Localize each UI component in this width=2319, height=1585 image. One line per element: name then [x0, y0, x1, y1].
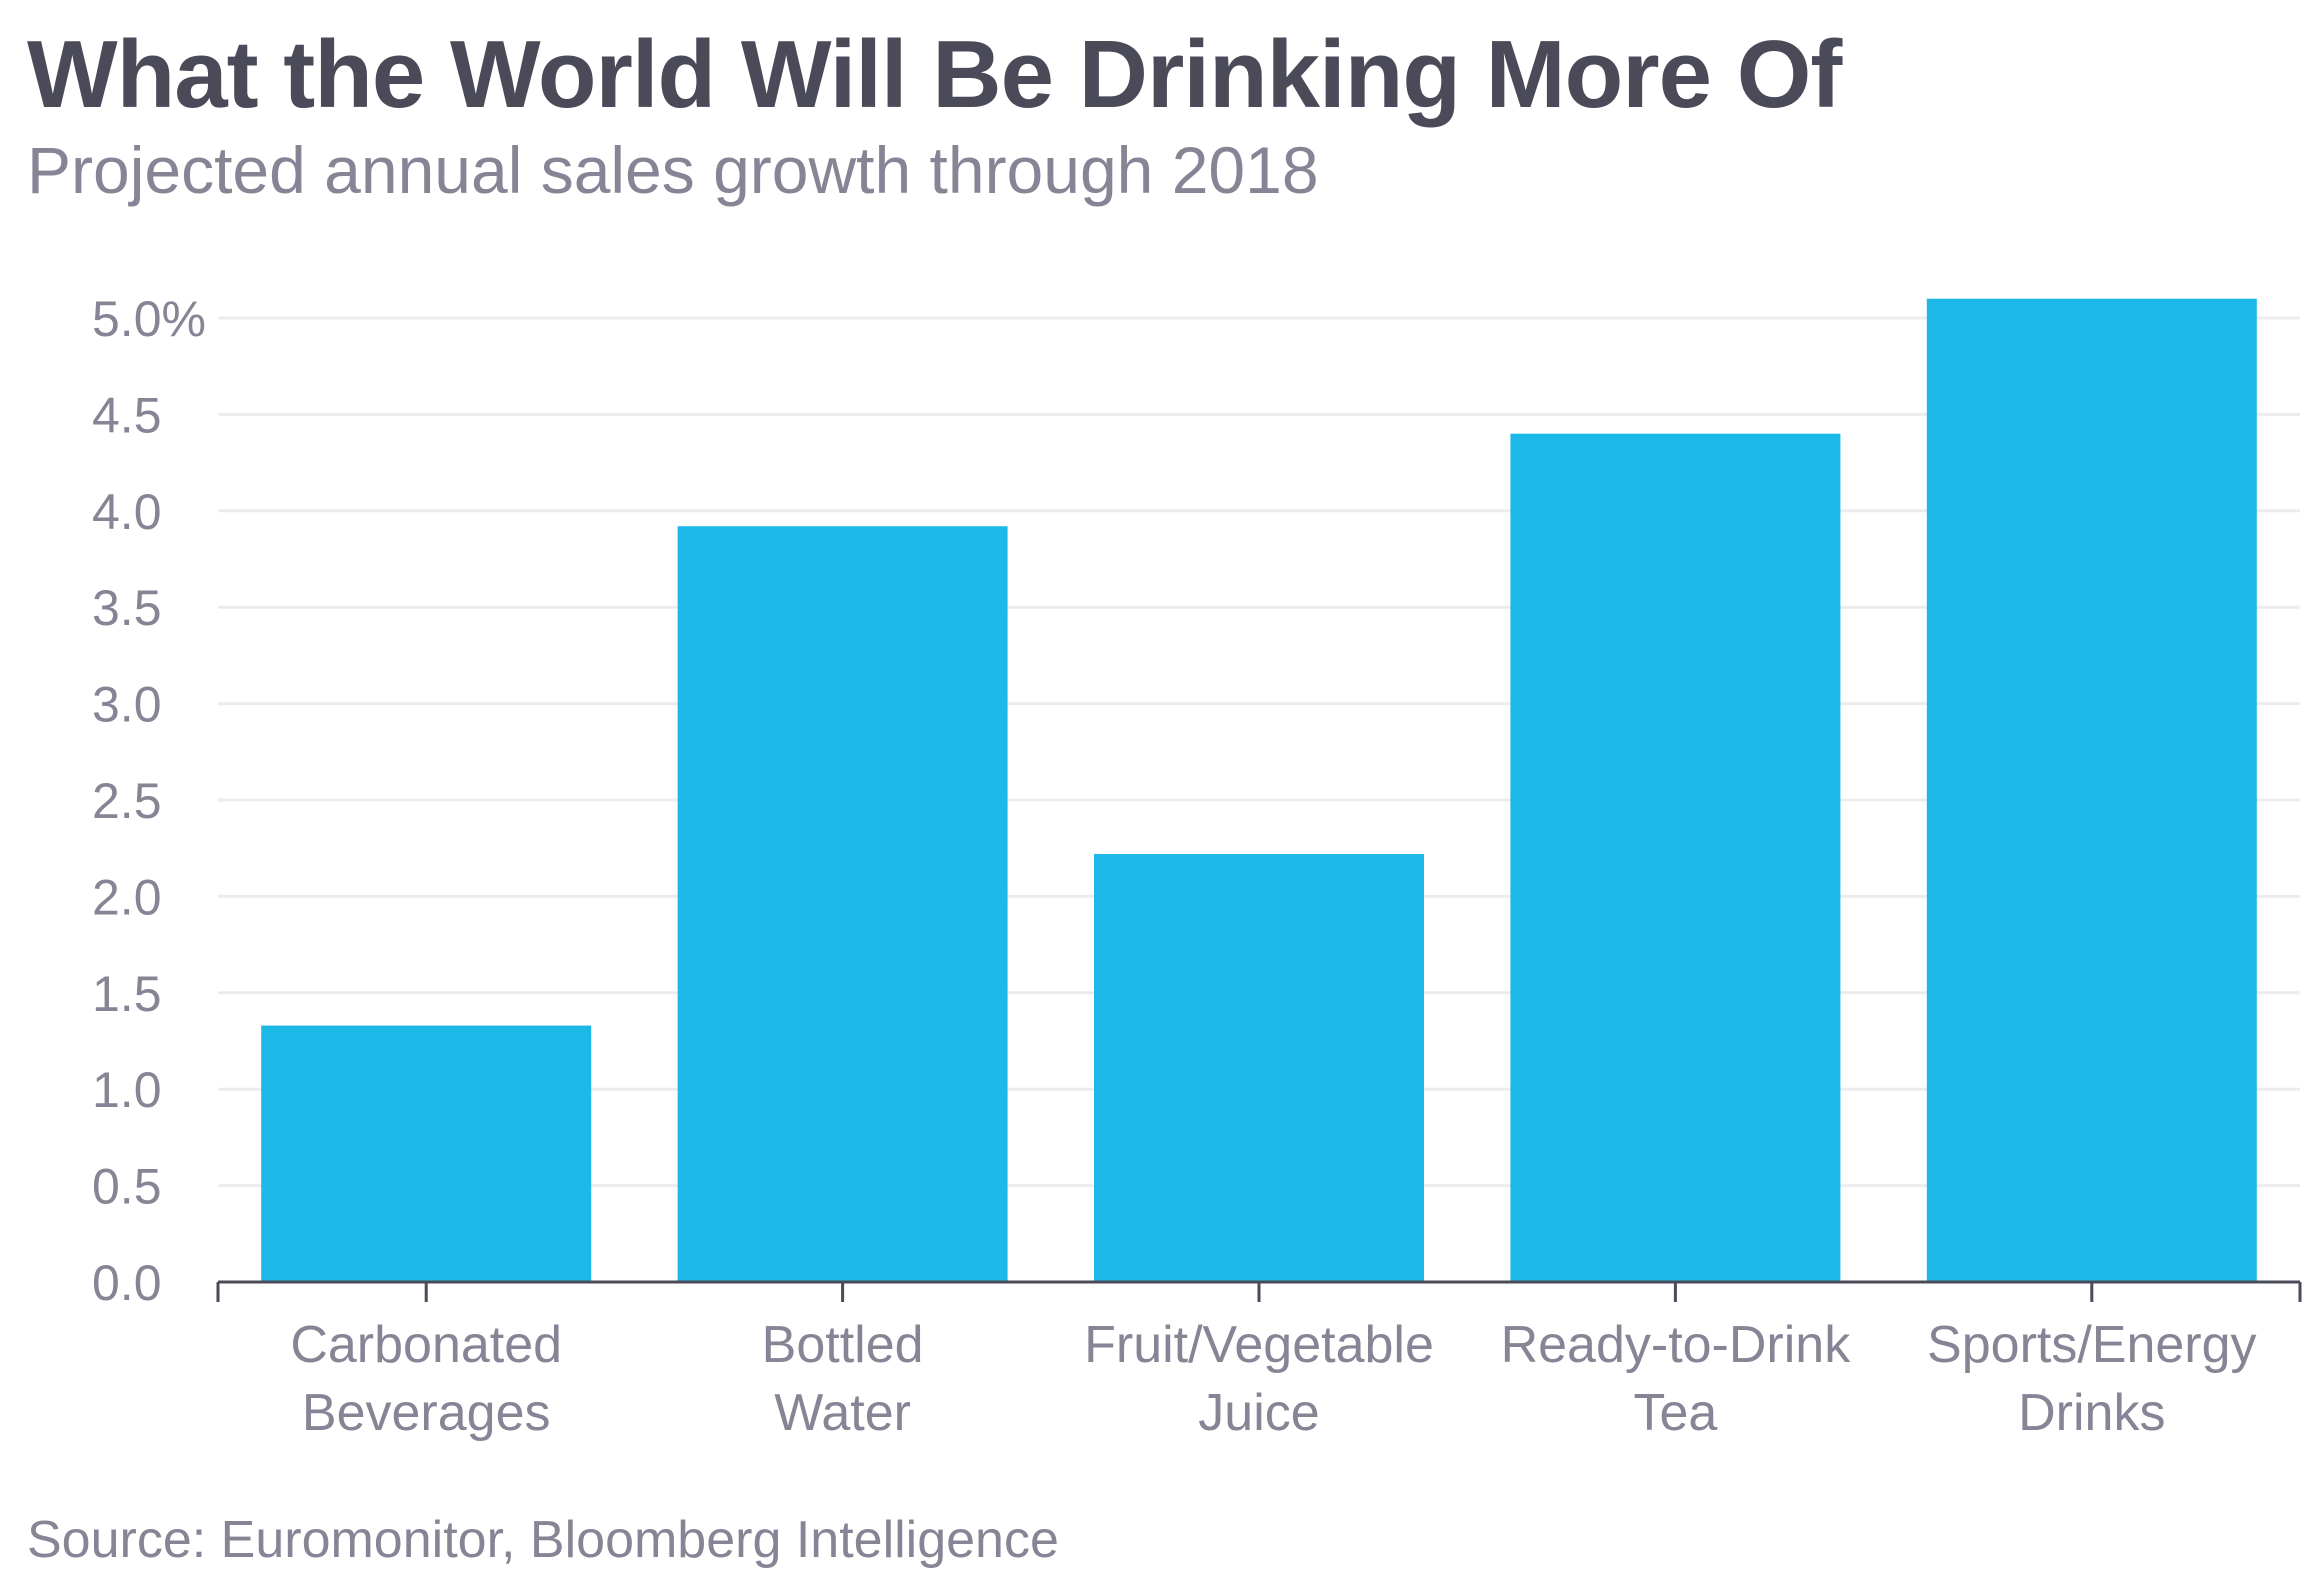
chart-subtitle: Projected annual sales growth through 20…: [27, 133, 1319, 207]
y-tick-label: 2.0: [92, 869, 162, 925]
x-tick-label: Bottled: [762, 1316, 924, 1374]
x-axis: [216, 1280, 2302, 1302]
y-axis-ticks: 0.0 0.5 1.0 1.5 2.0 2.5 3.0 3.5 4.0 4.5 5.0%: [92, 291, 206, 1311]
y-tick-label: 0.5: [92, 1159, 162, 1215]
y-tick-label: 3.0: [92, 677, 162, 733]
x-axis-labels: Carbonated Beverages Bottled Water Fruit/Veg…: [290, 1316, 2256, 1442]
chart-source: Source: Euromonitor, Bloomberg Intellige…: [27, 1511, 1059, 1569]
y-tick-label: 4.0: [92, 484, 162, 540]
chart-title: What the World Will Be Drinking More Of: [27, 21, 1842, 128]
x-tick-label: Juice: [1198, 1384, 1319, 1442]
y-tick-label: 2.5: [92, 773, 162, 829]
bar: [1926, 298, 2257, 1283]
y-tick-label: 1.0: [92, 1062, 162, 1118]
y-tick-label: 0.0: [92, 1255, 162, 1311]
y-tick-label: 5.0%: [92, 291, 206, 347]
bar: [261, 1025, 592, 1282]
x-tick-label: Tea: [1633, 1384, 1717, 1442]
bars: [261, 298, 2257, 1283]
y-tick-label: 1.5: [92, 966, 162, 1022]
y-tick-label: 3.5: [92, 580, 162, 636]
x-tick-label: Drinks: [2018, 1384, 2165, 1442]
x-tick-label: Ready-to-Drink: [1501, 1316, 1852, 1374]
y-tick-label: 4.5: [92, 387, 162, 443]
x-tick-label: Fruit/Vegetable: [1084, 1316, 1434, 1374]
x-tick-label: Carbonated: [290, 1316, 562, 1374]
bar: [677, 526, 1008, 1282]
bar: [1510, 433, 1841, 1282]
x-tick-label: Sports/Energy: [1927, 1316, 2257, 1374]
x-tick-label: Beverages: [302, 1384, 551, 1442]
bar: [1094, 853, 1424, 1282]
x-tick-label: Water: [774, 1384, 911, 1442]
